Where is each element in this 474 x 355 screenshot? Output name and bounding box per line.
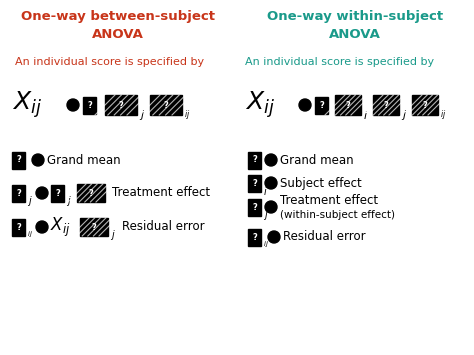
Text: ?: ? [164,100,168,109]
Text: $j$: $j$ [401,108,407,122]
Text: ?: ? [16,155,21,164]
Text: ?: ? [252,155,257,164]
Text: ANOVA: ANOVA [92,28,144,41]
Bar [150,95,182,115]
Text: (within-subject effect): (within-subject effect) [280,210,395,220]
Text: ?: ? [252,179,257,187]
Text: Treatment effect: Treatment effect [280,195,378,208]
Bar [248,175,261,191]
Text: ?: ? [87,100,92,109]
Text: ?: ? [423,100,428,109]
Text: Residual error: Residual error [283,230,365,244]
Text: ?: ? [252,233,257,241]
Text: $X_{ij}$: $X_{ij}$ [50,215,71,239]
Circle shape [36,221,48,233]
Text: ANOVA: ANOVA [329,28,381,41]
Text: An individual score is specified by: An individual score is specified by [245,57,434,67]
Text: ?: ? [16,223,21,231]
Bar [12,185,25,202]
Bar [77,184,105,202]
Text: $j$: $j$ [66,194,72,208]
Circle shape [32,154,44,166]
Bar [12,152,25,169]
Text: ?: ? [91,223,96,231]
Bar [373,95,399,115]
Bar [248,198,261,215]
Text: Grand mean: Grand mean [47,153,120,166]
Circle shape [265,201,277,213]
Text: $j$: $j$ [110,228,116,242]
Text: Treatment effect: Treatment effect [112,186,210,200]
Text: Residual error: Residual error [122,220,205,234]
Text: $j$: $j$ [139,108,146,122]
Text: ?: ? [89,189,93,197]
Text: ?: ? [55,189,60,197]
Text: $j$: $j$ [263,208,269,222]
Bar [51,185,64,202]
Text: Subject effect: Subject effect [280,176,362,190]
Bar [335,95,361,115]
Text: ?: ? [252,202,257,212]
Bar [412,95,438,115]
Bar [83,97,96,114]
Text: ?: ? [16,189,21,197]
Text: One-way within-subject: One-way within-subject [267,10,443,23]
Circle shape [67,99,79,111]
Text: $X_{ij}$: $X_{ij}$ [245,90,275,120]
Text: ?: ? [346,100,350,109]
Text: ?: ? [319,100,324,109]
Text: $_{ij}$: $_{ij}$ [27,230,33,240]
Bar [12,218,25,235]
Bar [248,229,261,246]
Text: ?: ? [383,100,388,109]
Bar [105,95,137,115]
Text: ?: ? [118,100,123,109]
Text: $i$: $i$ [363,109,368,121]
Text: $X_{ij}$: $X_{ij}$ [12,90,42,120]
Bar [315,97,328,114]
Text: An individual score is specified by: An individual score is specified by [15,57,204,67]
Circle shape [299,99,311,111]
Circle shape [265,154,277,166]
Bar [80,218,108,236]
Bar [248,152,261,169]
Text: Grand mean: Grand mean [280,153,354,166]
Circle shape [265,177,277,189]
Text: $_{ij}$: $_{ij}$ [440,108,447,122]
Text: One-way between-subject: One-way between-subject [21,10,215,23]
Text: $_{ij}$: $_{ij}$ [263,240,269,250]
Circle shape [36,187,48,199]
Text: $j$: $j$ [27,194,33,208]
Circle shape [268,231,280,243]
Text: $_{ij}$: $_{ij}$ [184,108,191,122]
Text: $i$: $i$ [263,185,268,197]
